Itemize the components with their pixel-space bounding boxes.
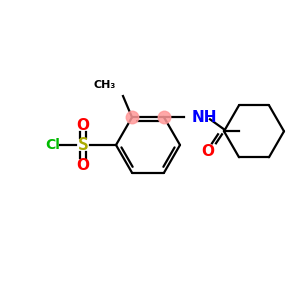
Text: S: S: [78, 136, 88, 154]
Text: CH₃: CH₃: [94, 80, 116, 90]
Text: NH: NH: [192, 110, 218, 125]
Text: O: O: [202, 144, 214, 159]
Text: O: O: [76, 158, 89, 172]
Text: O: O: [76, 118, 89, 133]
Text: Cl: Cl: [46, 138, 60, 152]
